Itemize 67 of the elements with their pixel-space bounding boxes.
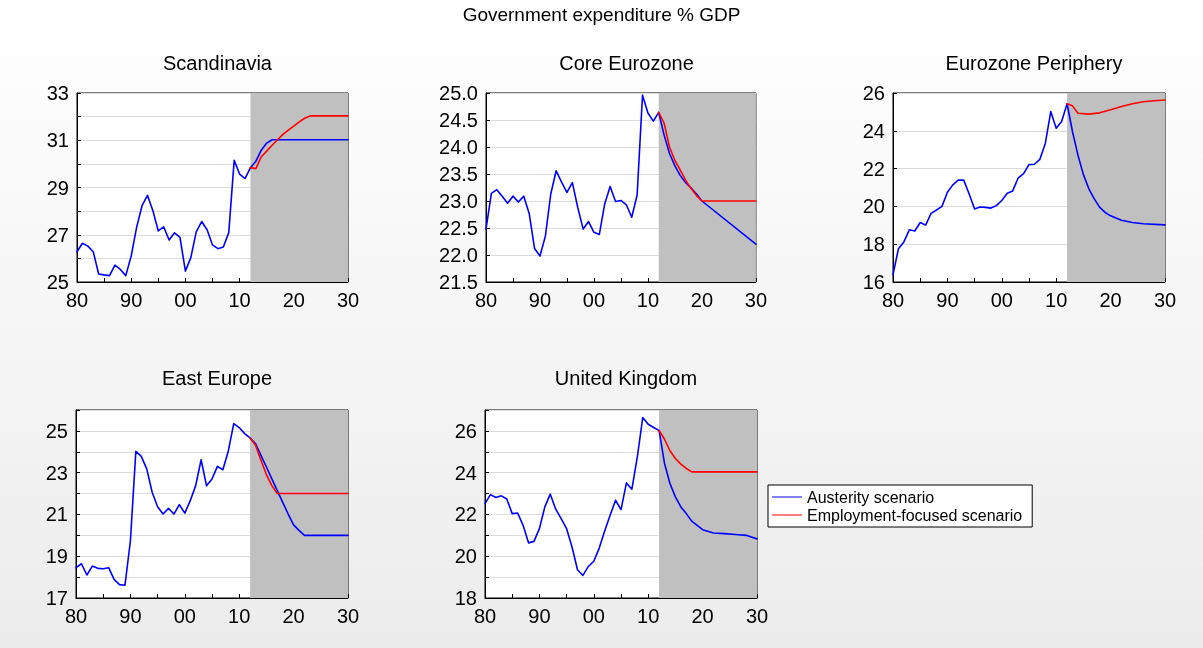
line-series [485,94,757,257]
y-tick-label: 33 [46,82,69,104]
line-series [892,102,1166,276]
x-tick-label: 00 [582,605,605,627]
x-tick-label: 20 [282,289,305,311]
line-series [484,416,758,577]
y-tick-label: 22.0 [439,244,478,266]
x-tick-label: 20 [1099,289,1122,311]
line-series [75,422,349,587]
x-tick-label: 90 [120,289,143,311]
x-tick-label: 30 [744,289,767,311]
line-series [658,429,758,473]
x-tick-label: 10 [228,605,251,627]
y-tick-label: 23.0 [439,190,478,212]
legend-label: Austerity scenario [807,488,935,506]
y-tick-label: 25 [45,419,68,442]
y-tick-label: 31 [46,129,69,152]
x-tick-label: 20 [691,605,714,627]
y-tick-label: 21 [45,503,68,526]
x-tick-label: 00 [990,289,1013,311]
x-tick-label: 20 [282,605,305,627]
y-tick-label: 25.0 [439,82,478,104]
y-tick-label: 22 [454,503,477,526]
y-tick-label: 23.5 [439,163,478,185]
y-tick-label: 22.5 [439,217,478,239]
y-tick-label: 18 [862,233,885,256]
x-tick-label: 30 [745,605,769,627]
x-tick-label: 10 [228,289,251,311]
line-series [249,115,349,170]
chart-title: East Europe [161,367,273,389]
y-tick-label: 27 [46,223,69,246]
y-tick-label: 22 [862,157,885,180]
x-tick-label: 30 [336,605,360,627]
x-tick-label: 30 [336,289,360,311]
chart-title: Scandinavia [163,52,273,74]
line-series [249,437,349,495]
y-tick-label: 20 [862,195,885,218]
legend-label: Employment-focused scenario [807,506,1023,524]
x-tick-label: 10 [636,289,660,311]
y-tick-label: 24 [454,461,477,484]
x-tick-label: 00 [174,289,197,311]
x-tick-label: 10 [637,605,660,627]
line-series [76,138,349,277]
x-tick-label: 90 [528,605,551,627]
line-series [657,111,757,202]
x-tick-label: 00 [173,605,196,627]
y-tick-label: 29 [46,176,69,199]
chart-title: Core Eurozone [559,52,694,74]
x-tick-label: 10 [1045,289,1068,311]
x-tick-label: 90 [528,289,552,311]
x-tick-label: 90 [936,289,959,311]
y-tick-label: 26 [862,82,885,104]
x-tick-label: 90 [119,605,142,627]
line-series [1066,99,1166,115]
y-tick-label: 24.0 [439,136,478,158]
y-tick-label: 24.5 [439,109,478,131]
y-tick-label: 19 [45,545,68,568]
chart-title: United Kingdom [554,367,698,389]
chart-title: Eurozone Periphery [945,52,1123,74]
x-tick-label: 30 [1153,289,1177,311]
y-tick-label: 20 [454,545,477,568]
x-tick-label: 00 [582,289,606,311]
text: Government expenditure % GDP [461,4,742,26]
y-tick-label: 26 [454,419,477,442]
x-tick-label: 20 [690,289,714,311]
y-tick-label: 23 [45,461,68,484]
y-tick-label: 24 [862,119,885,142]
